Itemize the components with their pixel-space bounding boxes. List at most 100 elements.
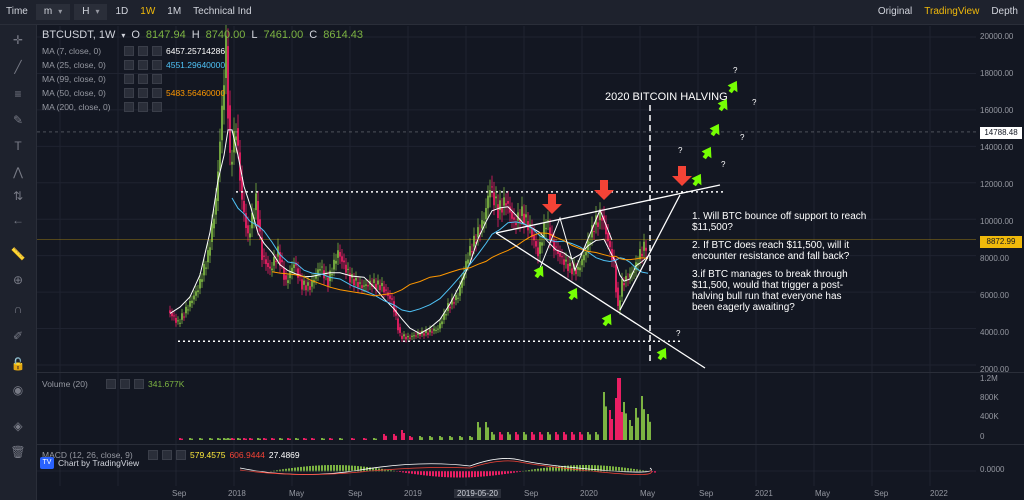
layers-icon[interactable]: ◈ bbox=[13, 419, 23, 433]
indicator-row[interactable]: MA (50, close, 0) 5483.56460000 bbox=[42, 86, 363, 100]
eye-icon[interactable]: ◉ bbox=[12, 383, 24, 397]
candle-body bbox=[181, 313, 183, 320]
back-arrow-icon[interactable]: ← bbox=[12, 213, 24, 227]
candle-body bbox=[403, 334, 405, 337]
macd-histogram-bar bbox=[474, 471, 476, 478]
candle-body bbox=[539, 242, 541, 254]
remove-icon[interactable] bbox=[152, 46, 162, 56]
visibility-icon[interactable] bbox=[124, 74, 134, 84]
lock-icon[interactable]: 🔓 bbox=[10, 357, 26, 371]
settings-icon[interactable] bbox=[138, 74, 148, 84]
view-depth-button[interactable]: Depth bbox=[991, 6, 1018, 17]
remove-icon[interactable] bbox=[152, 60, 162, 70]
interval-1d-button[interactable]: 1D bbox=[115, 6, 129, 17]
price-tick: 14000.00 bbox=[980, 143, 1014, 152]
ruler-icon[interactable]: 📏 bbox=[10, 247, 26, 261]
minute-select[interactable]: m ▾ bbox=[35, 4, 71, 20]
candle-body bbox=[235, 136, 237, 141]
volume-bar bbox=[243, 438, 245, 440]
price-tick: 12000.00 bbox=[980, 180, 1014, 189]
volume-legend[interactable]: Volume (20) 341.677K bbox=[42, 377, 184, 391]
candle-body bbox=[363, 285, 365, 287]
volume-bar bbox=[181, 438, 183, 440]
macd-histogram-bar bbox=[312, 465, 314, 472]
candle-body bbox=[247, 225, 249, 234]
macd-histogram-bar bbox=[465, 471, 467, 478]
candle-body bbox=[293, 264, 295, 268]
trend-line-icon[interactable]: ╱ bbox=[14, 60, 22, 74]
macd-histogram-bar bbox=[477, 471, 479, 477]
volume-bar bbox=[587, 432, 589, 440]
macd-histogram-bar bbox=[429, 471, 431, 476]
visibility-icon[interactable] bbox=[106, 379, 116, 389]
indicator-row[interactable]: MA (25, close, 0) 4551.29640000 bbox=[42, 58, 363, 72]
candle-body bbox=[581, 259, 583, 266]
macd-histogram-bar bbox=[507, 471, 509, 474]
settings-icon[interactable] bbox=[120, 379, 130, 389]
tradingview-logo[interactable]: TV Chart by TradingView bbox=[40, 457, 139, 469]
macd-histogram-bar bbox=[651, 471, 653, 473]
remove-icon[interactable] bbox=[134, 379, 144, 389]
interval-1w-button[interactable]: 1W bbox=[140, 6, 156, 17]
candle-body bbox=[413, 335, 415, 337]
fib-icon[interactable]: ≡ bbox=[14, 87, 22, 101]
pattern-icon[interactable]: ⋀ bbox=[13, 165, 23, 179]
text-icon[interactable]: T bbox=[14, 139, 22, 153]
volume-tick: 800K bbox=[980, 393, 999, 402]
macd-histogram-bar bbox=[504, 471, 506, 475]
view-original-button[interactable]: Original bbox=[877, 6, 913, 17]
settings-icon[interactable] bbox=[138, 60, 148, 70]
visibility-icon[interactable] bbox=[124, 88, 134, 98]
remove-icon[interactable] bbox=[152, 88, 162, 98]
volume-bar bbox=[487, 427, 489, 440]
brush-icon[interactable]: ✎ bbox=[12, 113, 24, 127]
candle-body bbox=[505, 203, 507, 206]
candle-body bbox=[597, 222, 599, 227]
price-tick: 8000.00 bbox=[980, 254, 1009, 263]
macd-legend[interactable]: MACD (12, 26, close, 9) 579.4575 606.944… bbox=[42, 448, 300, 462]
candle-body bbox=[251, 212, 253, 229]
hour-select[interactable]: H ▾ bbox=[74, 4, 108, 20]
technical-indicators-button[interactable]: Technical Ind bbox=[193, 6, 252, 17]
view-tradingview-button[interactable]: TradingView bbox=[924, 6, 980, 17]
candle-body bbox=[267, 262, 269, 267]
candle-body bbox=[497, 204, 499, 218]
candle-body bbox=[353, 279, 355, 286]
candle-body bbox=[459, 286, 461, 296]
open-label: O bbox=[131, 29, 140, 41]
settings-icon[interactable] bbox=[138, 88, 148, 98]
visibility-icon[interactable] bbox=[124, 46, 134, 56]
triangle-upper-line bbox=[495, 184, 721, 234]
visibility-icon[interactable] bbox=[124, 60, 134, 70]
price-chart[interactable] bbox=[37, 25, 1024, 500]
settings-icon[interactable] bbox=[138, 46, 148, 56]
macd-histogram-bar bbox=[618, 467, 620, 472]
remove-icon[interactable] bbox=[176, 450, 186, 460]
interval-1m-button[interactable]: 1M bbox=[167, 6, 182, 17]
candle-body bbox=[435, 329, 437, 331]
magnet-icon[interactable]: ∩ bbox=[13, 302, 23, 316]
indicator-row[interactable]: MA (7, close, 0) 6457.25714286 bbox=[42, 44, 363, 58]
candle-body bbox=[201, 279, 203, 282]
prediction-icon[interactable]: ⇅ bbox=[12, 189, 24, 203]
stay-drawing-icon[interactable]: ✐ bbox=[12, 329, 24, 343]
macd-histogram-bar bbox=[360, 466, 362, 472]
visibility-icon[interactable] bbox=[124, 102, 134, 112]
chevron-down-icon[interactable]: ▾ bbox=[121, 30, 126, 40]
indicator-row[interactable]: MA (99, close, 0) bbox=[42, 72, 363, 86]
volume-bar bbox=[509, 434, 511, 440]
candle-body bbox=[531, 228, 533, 238]
symbol-title[interactable]: BTCUSDT, 1W bbox=[42, 29, 116, 41]
crosshair-icon[interactable]: ✛ bbox=[12, 33, 24, 47]
visibility-icon[interactable] bbox=[148, 450, 158, 460]
chevron-down-icon: ▾ bbox=[95, 7, 100, 16]
zoom-icon[interactable]: ⊕ bbox=[12, 273, 24, 287]
settings-icon[interactable] bbox=[162, 450, 172, 460]
indicator-row[interactable]: MA (200, close, 0) bbox=[42, 100, 363, 114]
trash-icon[interactable]: 🗑 bbox=[10, 445, 26, 459]
green-up-arrow bbox=[656, 347, 667, 361]
settings-icon[interactable] bbox=[138, 102, 148, 112]
volume-bar bbox=[217, 438, 219, 440]
remove-icon[interactable] bbox=[152, 74, 162, 84]
remove-icon[interactable] bbox=[152, 102, 162, 112]
